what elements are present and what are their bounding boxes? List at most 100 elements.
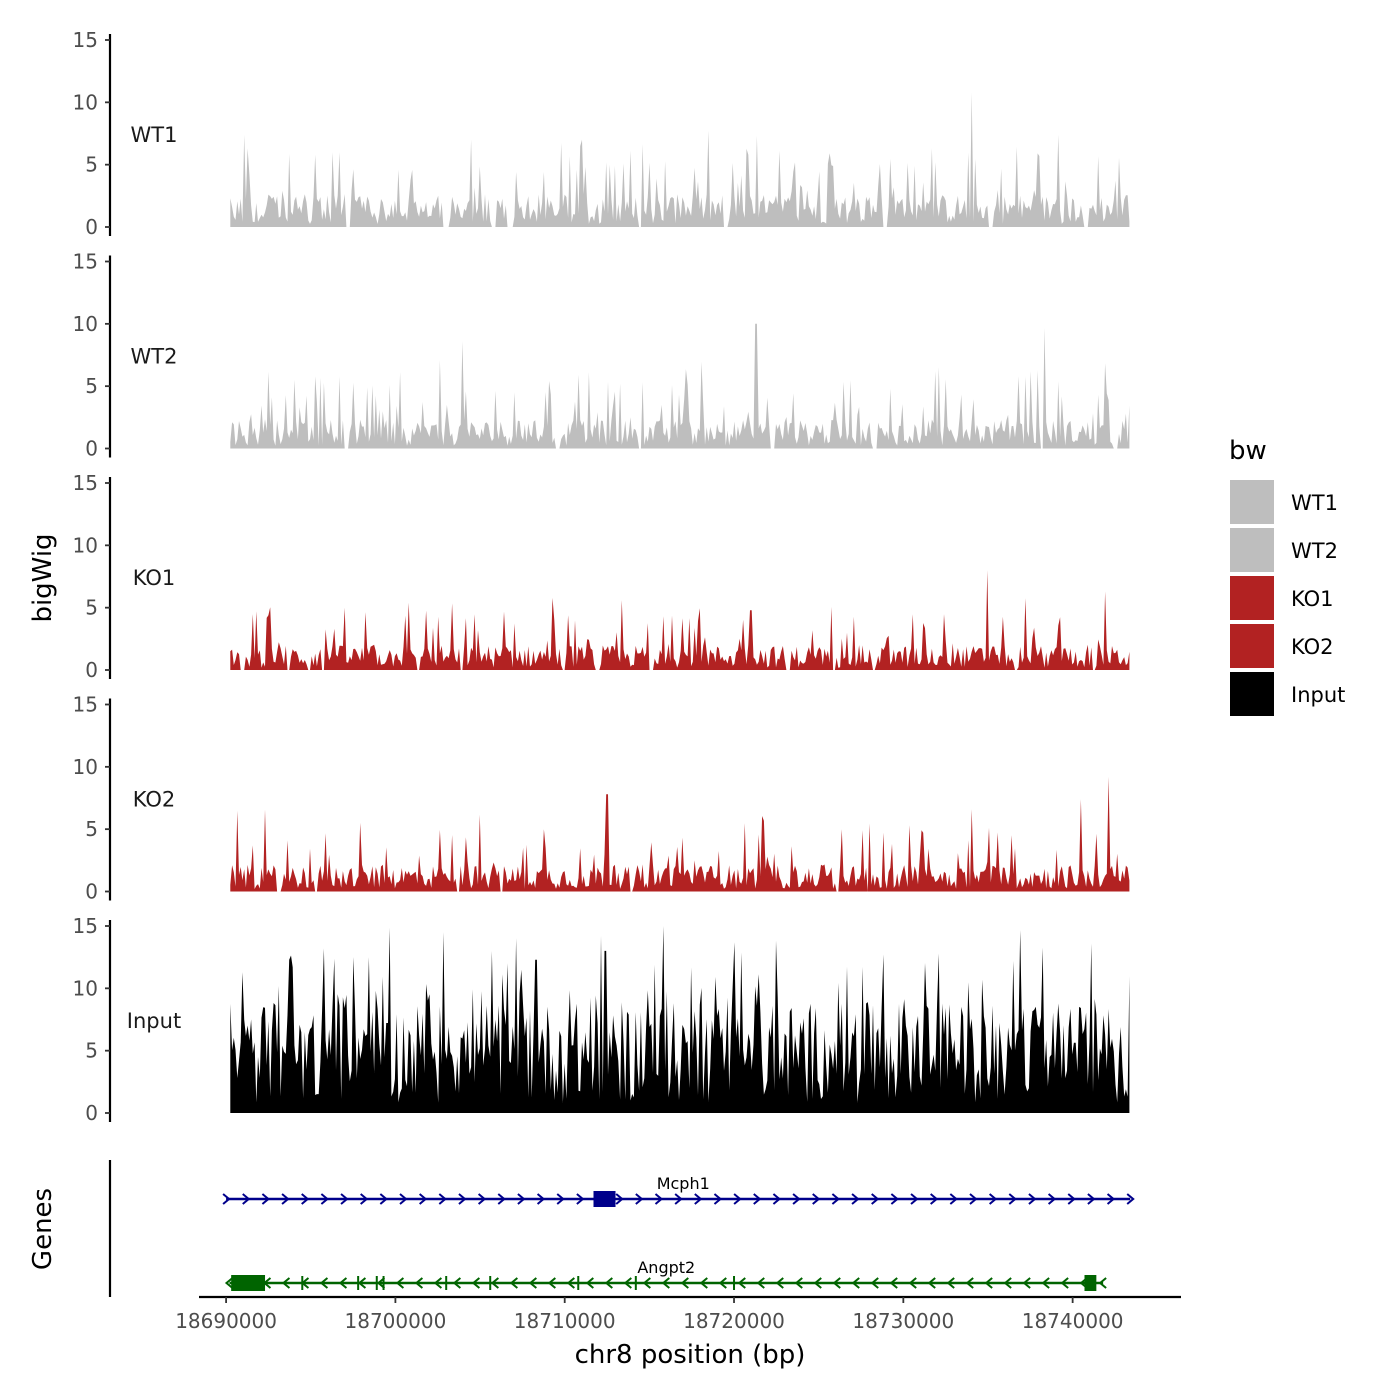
strand-arrow bbox=[792, 1193, 801, 1205]
x-tick-label: 18730000 bbox=[852, 1309, 954, 1333]
strand-arrow bbox=[376, 1277, 386, 1289]
x-tick-label: 18740000 bbox=[1022, 1309, 1124, 1333]
y-tick-label: 10 bbox=[73, 533, 98, 557]
strand-arrow bbox=[528, 1277, 537, 1289]
strand-arrow bbox=[1060, 1277, 1069, 1289]
legend-swatch-wt1 bbox=[1230, 480, 1274, 524]
strand-arrow bbox=[566, 1277, 575, 1289]
legend-label-ko2: KO2 bbox=[1291, 635, 1334, 659]
gene-track: Mcph1 Angpt2 bbox=[108, 1160, 1135, 1297]
y-tick-label: 10 bbox=[73, 976, 98, 1000]
strand-arrow bbox=[379, 1193, 388, 1205]
strand-arrow bbox=[988, 1193, 998, 1205]
strand-arrow bbox=[699, 1277, 708, 1289]
gene-label: Mcph1 bbox=[657, 1174, 710, 1193]
y-tick-label: 5 bbox=[85, 1039, 98, 1063]
strand-arrow bbox=[320, 1193, 329, 1205]
strand-arrow bbox=[1008, 1193, 1017, 1205]
track-label: KO1 bbox=[133, 566, 176, 590]
strand-arrow bbox=[517, 1193, 526, 1205]
strand-arrow bbox=[772, 1193, 781, 1205]
strand-arrow bbox=[604, 1277, 613, 1289]
strand-arrow bbox=[490, 1277, 500, 1289]
genes-axis-title: Genes bbox=[28, 1188, 58, 1270]
strand-arrow bbox=[812, 1193, 821, 1205]
x-tick-label: 18700000 bbox=[345, 1309, 447, 1333]
y-tick-label: 0 bbox=[85, 658, 98, 682]
strand-arrow bbox=[338, 1277, 348, 1289]
strand-arrow bbox=[399, 1193, 408, 1205]
strand-arrow bbox=[1047, 1193, 1057, 1205]
x-tick-label: 18720000 bbox=[683, 1309, 785, 1333]
x-axis: 18690000 18700000 18710000 18720000 18730000… bbox=[175, 1295, 1181, 1333]
signal-area-ko2 bbox=[230, 776, 1130, 892]
y-axis-title: bigWig bbox=[28, 533, 58, 622]
strand-arrow bbox=[615, 1193, 624, 1205]
x-tick-label: 18710000 bbox=[514, 1309, 616, 1333]
gene-mcph1: Mcph1 bbox=[222, 1174, 1135, 1207]
signal-area-input bbox=[230, 926, 1130, 1113]
strand-arrow bbox=[1041, 1277, 1050, 1289]
strand-arrow bbox=[635, 1193, 644, 1205]
y-tick-label: 5 bbox=[85, 374, 98, 398]
strand-arrow bbox=[832, 1277, 841, 1289]
x-tick-label: 18690000 bbox=[175, 1309, 277, 1333]
strand-arrow bbox=[984, 1277, 993, 1289]
strand-arrow bbox=[222, 1193, 231, 1205]
strand-arrow bbox=[694, 1193, 703, 1205]
legend-label-input: Input bbox=[1291, 683, 1345, 707]
legend-swatch-ko1 bbox=[1230, 576, 1274, 620]
strand-arrow bbox=[395, 1277, 405, 1289]
strand-arrow bbox=[438, 1193, 447, 1205]
strand-arrow bbox=[1126, 1193, 1135, 1205]
strand-arrow bbox=[642, 1277, 651, 1289]
legend: bw WT1 WT2 KO1 KO2 Input bbox=[1229, 436, 1345, 716]
strand-arrow bbox=[831, 1193, 840, 1205]
strand-arrow bbox=[477, 1193, 487, 1205]
strand-arrow bbox=[623, 1277, 632, 1289]
strand-arrow bbox=[794, 1277, 803, 1289]
strand-arrow bbox=[414, 1277, 424, 1289]
track-label: WT1 bbox=[131, 123, 178, 147]
y-tick-label: 10 bbox=[73, 90, 98, 114]
strand-arrow bbox=[930, 1193, 939, 1205]
strand-arrow bbox=[1067, 1193, 1076, 1205]
strand-arrow bbox=[301, 1193, 310, 1205]
legend-swatch-ko2 bbox=[1230, 624, 1274, 668]
legend-swatch-input bbox=[1230, 672, 1274, 716]
strand-arrow bbox=[556, 1193, 565, 1205]
y-tick-label: 0 bbox=[85, 215, 98, 239]
track-wt2: 0 5 10 15 WT2 bbox=[73, 250, 1130, 461]
gene-label: Angpt2 bbox=[637, 1258, 695, 1277]
strand-arrow bbox=[452, 1277, 462, 1289]
strand-arrow bbox=[889, 1277, 898, 1289]
strand-arrow bbox=[654, 1193, 664, 1205]
strand-arrow bbox=[871, 1193, 880, 1205]
track-label: Input bbox=[127, 1009, 181, 1033]
strand-arrow bbox=[1003, 1277, 1012, 1289]
gene-angpt2: Angpt2 bbox=[224, 1258, 1107, 1291]
y-tick-label: 10 bbox=[73, 755, 98, 779]
strand-arrow bbox=[1106, 1193, 1116, 1205]
strand-arrow bbox=[261, 1193, 270, 1205]
strand-arrow bbox=[718, 1277, 727, 1289]
track-label: KO2 bbox=[133, 788, 176, 812]
y-tick-label: 15 bbox=[73, 914, 98, 938]
strand-arrow bbox=[713, 1193, 723, 1205]
track-ko1: 0 5 10 15 KO1 bbox=[73, 471, 1130, 682]
strand-arrow bbox=[813, 1277, 822, 1289]
strand-arrow bbox=[547, 1277, 556, 1289]
strand-arrow bbox=[680, 1277, 689, 1289]
strand-arrow bbox=[585, 1277, 594, 1289]
strand-arrow bbox=[242, 1193, 251, 1205]
y-tick-label: 15 bbox=[73, 250, 98, 274]
legend-label-ko1: KO1 bbox=[1291, 587, 1334, 611]
legend-label-wt1: WT1 bbox=[1291, 491, 1338, 515]
strand-arrow bbox=[949, 1193, 958, 1205]
strand-arrow bbox=[357, 1277, 367, 1289]
signal-area-wt2 bbox=[230, 323, 1130, 449]
track-wt1: 0 5 10 15 WT1 bbox=[73, 28, 1130, 239]
strand-arrow bbox=[756, 1277, 765, 1289]
strand-arrow bbox=[576, 1193, 585, 1205]
strand-arrow bbox=[281, 1277, 291, 1289]
